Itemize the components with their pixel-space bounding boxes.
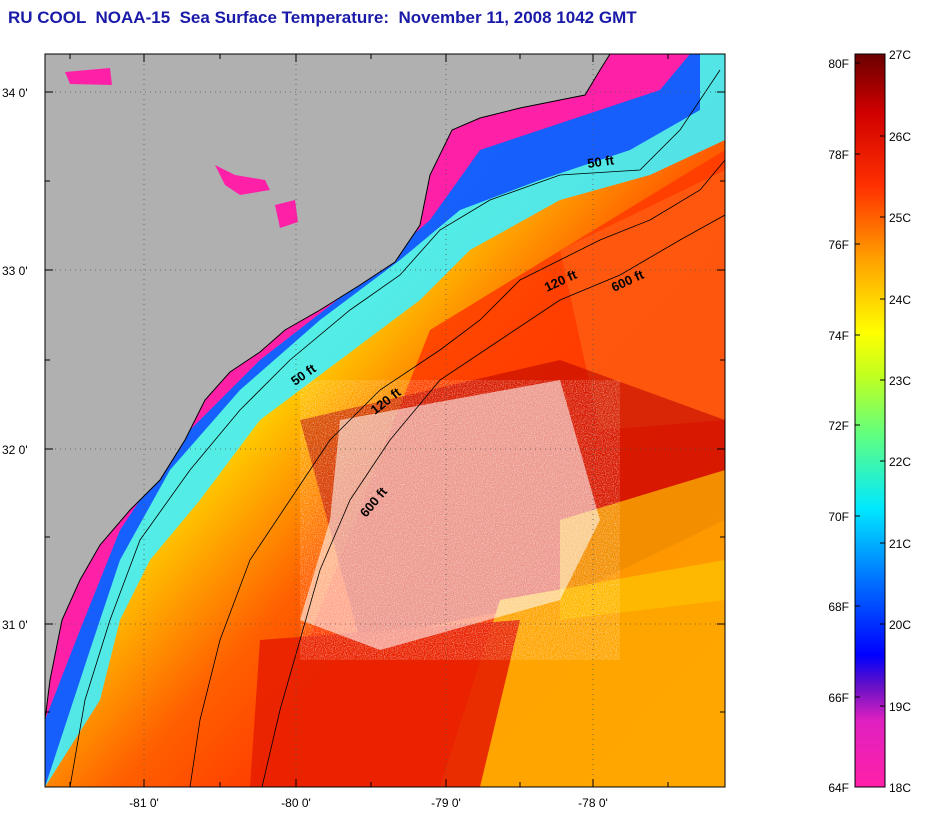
scale-f-label-76: 76F — [828, 238, 849, 252]
lon-label-80: -80 0' — [281, 796, 311, 810]
scale-c-label-26: 26C — [889, 130, 911, 144]
scale-c-label-24: 24C — [889, 293, 911, 307]
scale-f-label-64: 64F — [828, 781, 849, 795]
scale-f-label-66: 66F — [828, 691, 849, 705]
scale-c-label-18: 18C — [889, 781, 911, 795]
map-ticks — [45, 54, 725, 787]
scale-c-label-19: 19C — [889, 700, 911, 714]
scale-f-label-68: 68F — [828, 600, 849, 614]
color-scale-bar — [854, 53, 886, 788]
lat-label-34: 34 0' — [2, 86, 28, 100]
color-scale-ticks — [855, 53, 885, 707]
scale-f-label-78: 78F — [828, 148, 849, 162]
scale-c-label-25: 25C — [889, 211, 911, 225]
scale-f-label-70: 70F — [828, 510, 849, 524]
scale-c-label-21: 21C — [889, 537, 911, 551]
scale-f-label-74: 74F — [828, 329, 849, 343]
map-frame — [44, 53, 726, 788]
lat-label-31: 31 0' — [2, 618, 28, 632]
sst-imagery — [45, 54, 725, 787]
scale-c-label-22: 22C — [889, 455, 911, 469]
isobath-label-50ft-north: 50 ft — [586, 152, 615, 171]
scale-f-label-72: 72F — [828, 419, 849, 433]
lat-label-33: 33 0' — [2, 264, 28, 278]
lon-label-78: -78 0' — [578, 796, 608, 810]
scale-c-label-23: 23C — [889, 374, 911, 388]
scale-f-label-80: 80F — [828, 57, 849, 71]
lat-label-32: 32 0' — [2, 443, 28, 457]
lon-label-79: -79 0' — [431, 796, 461, 810]
scale-c-label-27: 27C — [889, 48, 911, 62]
lon-label-81: -81 0' — [129, 796, 159, 810]
map-title: RU COOL NOAA-15 Sea Surface Temperature:… — [8, 8, 637, 27]
scale-c-label-20: 20C — [889, 618, 911, 632]
